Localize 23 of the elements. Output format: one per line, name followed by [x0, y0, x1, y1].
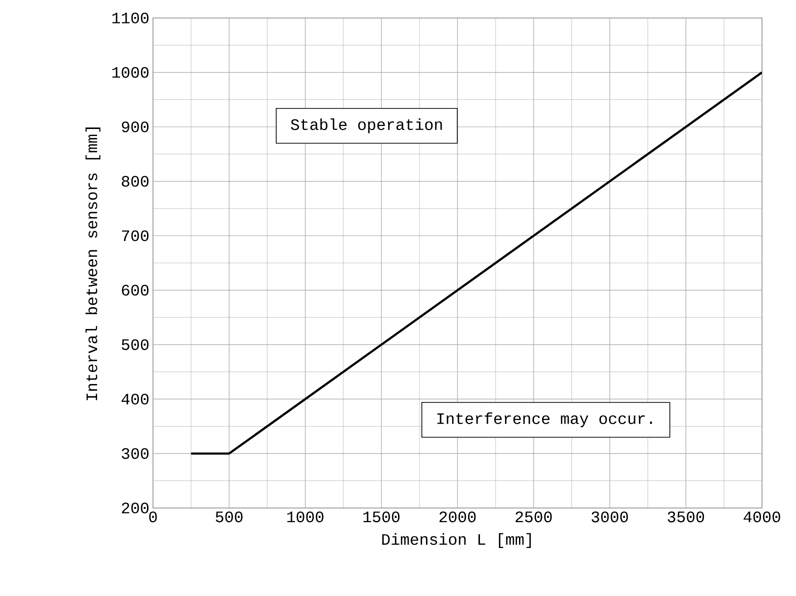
y-tick-label: 700	[122, 230, 148, 242]
x-tick-label: 3000	[592, 512, 628, 522]
x-tick-label: 0	[149, 512, 157, 522]
y-tick-label: 600	[122, 284, 148, 296]
y-tick-label: 300	[122, 448, 148, 459]
y-tick-label: 200	[122, 502, 148, 514]
x-tick-label: 2500	[516, 512, 552, 522]
y-tick-label: 400	[122, 394, 148, 405]
annotation: Interference may occur.	[437, 412, 652, 428]
x-tick-label: 4000	[744, 512, 780, 522]
y-tick-label: 500	[122, 339, 148, 350]
x-axis-title: Dimension L [mm]	[382, 533, 531, 548]
y-tick-label: 1100	[112, 12, 148, 24]
x-tick-label: 3500	[668, 512, 704, 522]
x-tick-label: 1000	[287, 512, 324, 522]
y-tick-label: 800	[122, 176, 148, 187]
x-tick-label: 2000	[440, 512, 476, 522]
x-tick-label: 500	[216, 512, 242, 522]
x-tick-label: 1500	[363, 512, 400, 522]
y-axis-title: Interval between sensors [mm]	[86, 128, 100, 400]
y-tick-label: 900	[122, 121, 148, 132]
y-tick-label: 1000	[112, 67, 148, 78]
annotation: Stable operation	[290, 118, 442, 134]
